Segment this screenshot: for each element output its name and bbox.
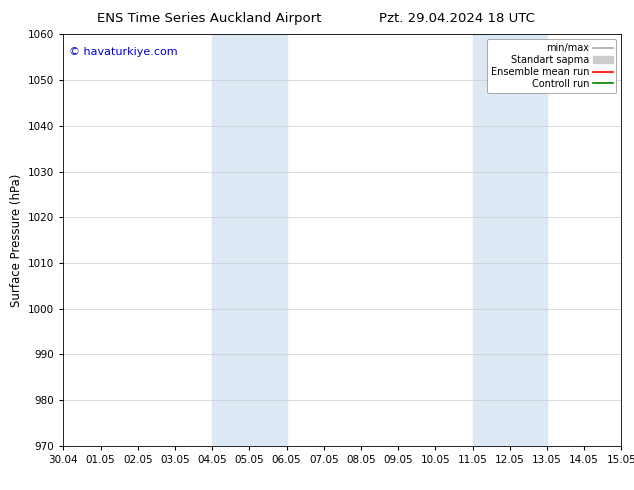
Bar bbox=[212, 34, 287, 446]
Bar bbox=[472, 34, 547, 446]
Text: © havaturkiye.com: © havaturkiye.com bbox=[69, 47, 178, 57]
Text: Pzt. 29.04.2024 18 UTC: Pzt. 29.04.2024 18 UTC bbox=[378, 12, 534, 25]
Text: ENS Time Series Auckland Airport: ENS Time Series Auckland Airport bbox=[97, 12, 321, 25]
Y-axis label: Surface Pressure (hPa): Surface Pressure (hPa) bbox=[10, 173, 23, 307]
Legend: min/max, Standart sapma, Ensemble mean run, Controll run: min/max, Standart sapma, Ensemble mean r… bbox=[487, 39, 616, 93]
